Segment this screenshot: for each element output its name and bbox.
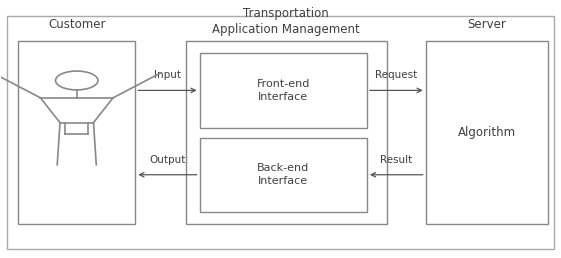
Text: Output: Output xyxy=(149,155,186,165)
Text: Front-end
Interface: Front-end Interface xyxy=(256,79,310,102)
Bar xyxy=(200,138,367,212)
Text: Back-end
Interface: Back-end Interface xyxy=(257,163,310,186)
Text: Customer: Customer xyxy=(48,18,105,31)
Bar xyxy=(200,53,367,128)
Text: Transportation
Application Management: Transportation Application Management xyxy=(212,7,360,36)
Bar xyxy=(18,41,135,224)
Text: Input: Input xyxy=(154,70,181,80)
Text: Result: Result xyxy=(380,155,412,165)
Text: Algorithm: Algorithm xyxy=(458,126,516,139)
Text: Request: Request xyxy=(375,70,417,80)
Text: Server: Server xyxy=(468,18,507,31)
Bar xyxy=(186,41,387,224)
Bar xyxy=(426,41,549,224)
Circle shape xyxy=(56,71,98,90)
